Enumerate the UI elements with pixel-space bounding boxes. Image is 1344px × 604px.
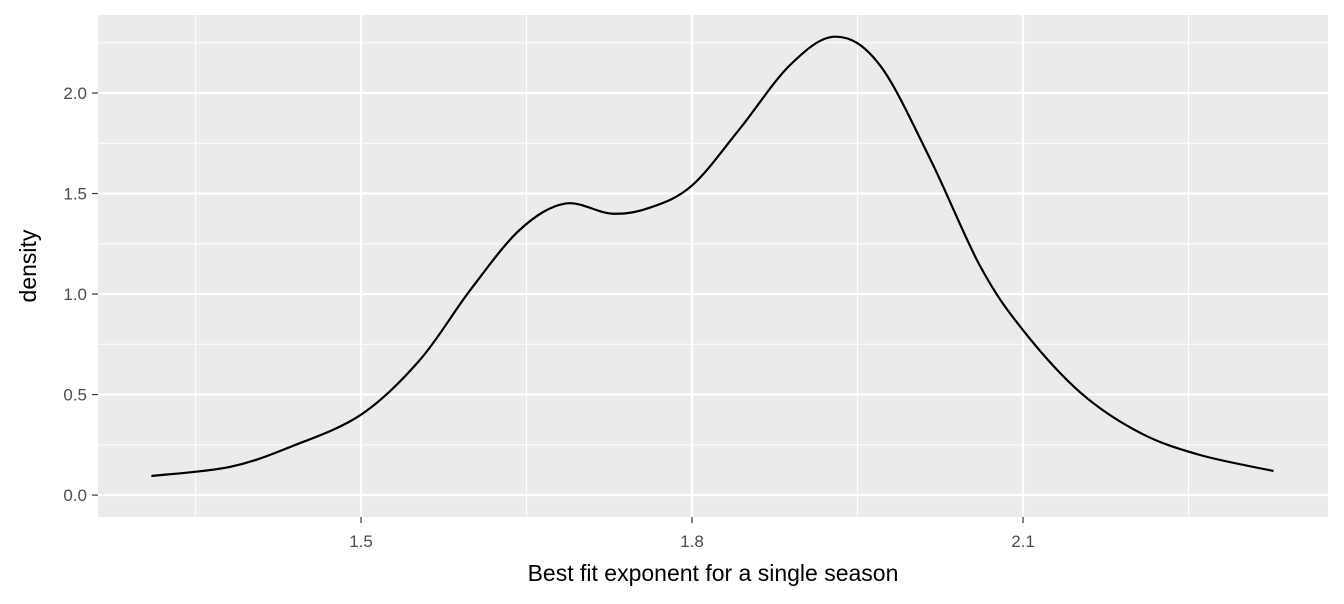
x-tick-label: 1.5 bbox=[349, 532, 373, 551]
x-tick-label: 1.8 bbox=[680, 532, 704, 551]
x-axis-title: Best fit exponent for a single season bbox=[528, 560, 899, 586]
y-tick-label: 0.0 bbox=[63, 486, 87, 505]
y-tick-label: 2.0 bbox=[63, 84, 87, 103]
y-tick-label: 1.5 bbox=[63, 185, 87, 204]
x-tick-label: 2.1 bbox=[1011, 532, 1035, 551]
panel bbox=[98, 15, 1328, 517]
density-line bbox=[151, 35, 1274, 478]
y-axis-title: density bbox=[15, 229, 41, 302]
y-tick-label: 1.0 bbox=[63, 285, 87, 304]
y-tick-label: 0.5 bbox=[63, 386, 87, 405]
